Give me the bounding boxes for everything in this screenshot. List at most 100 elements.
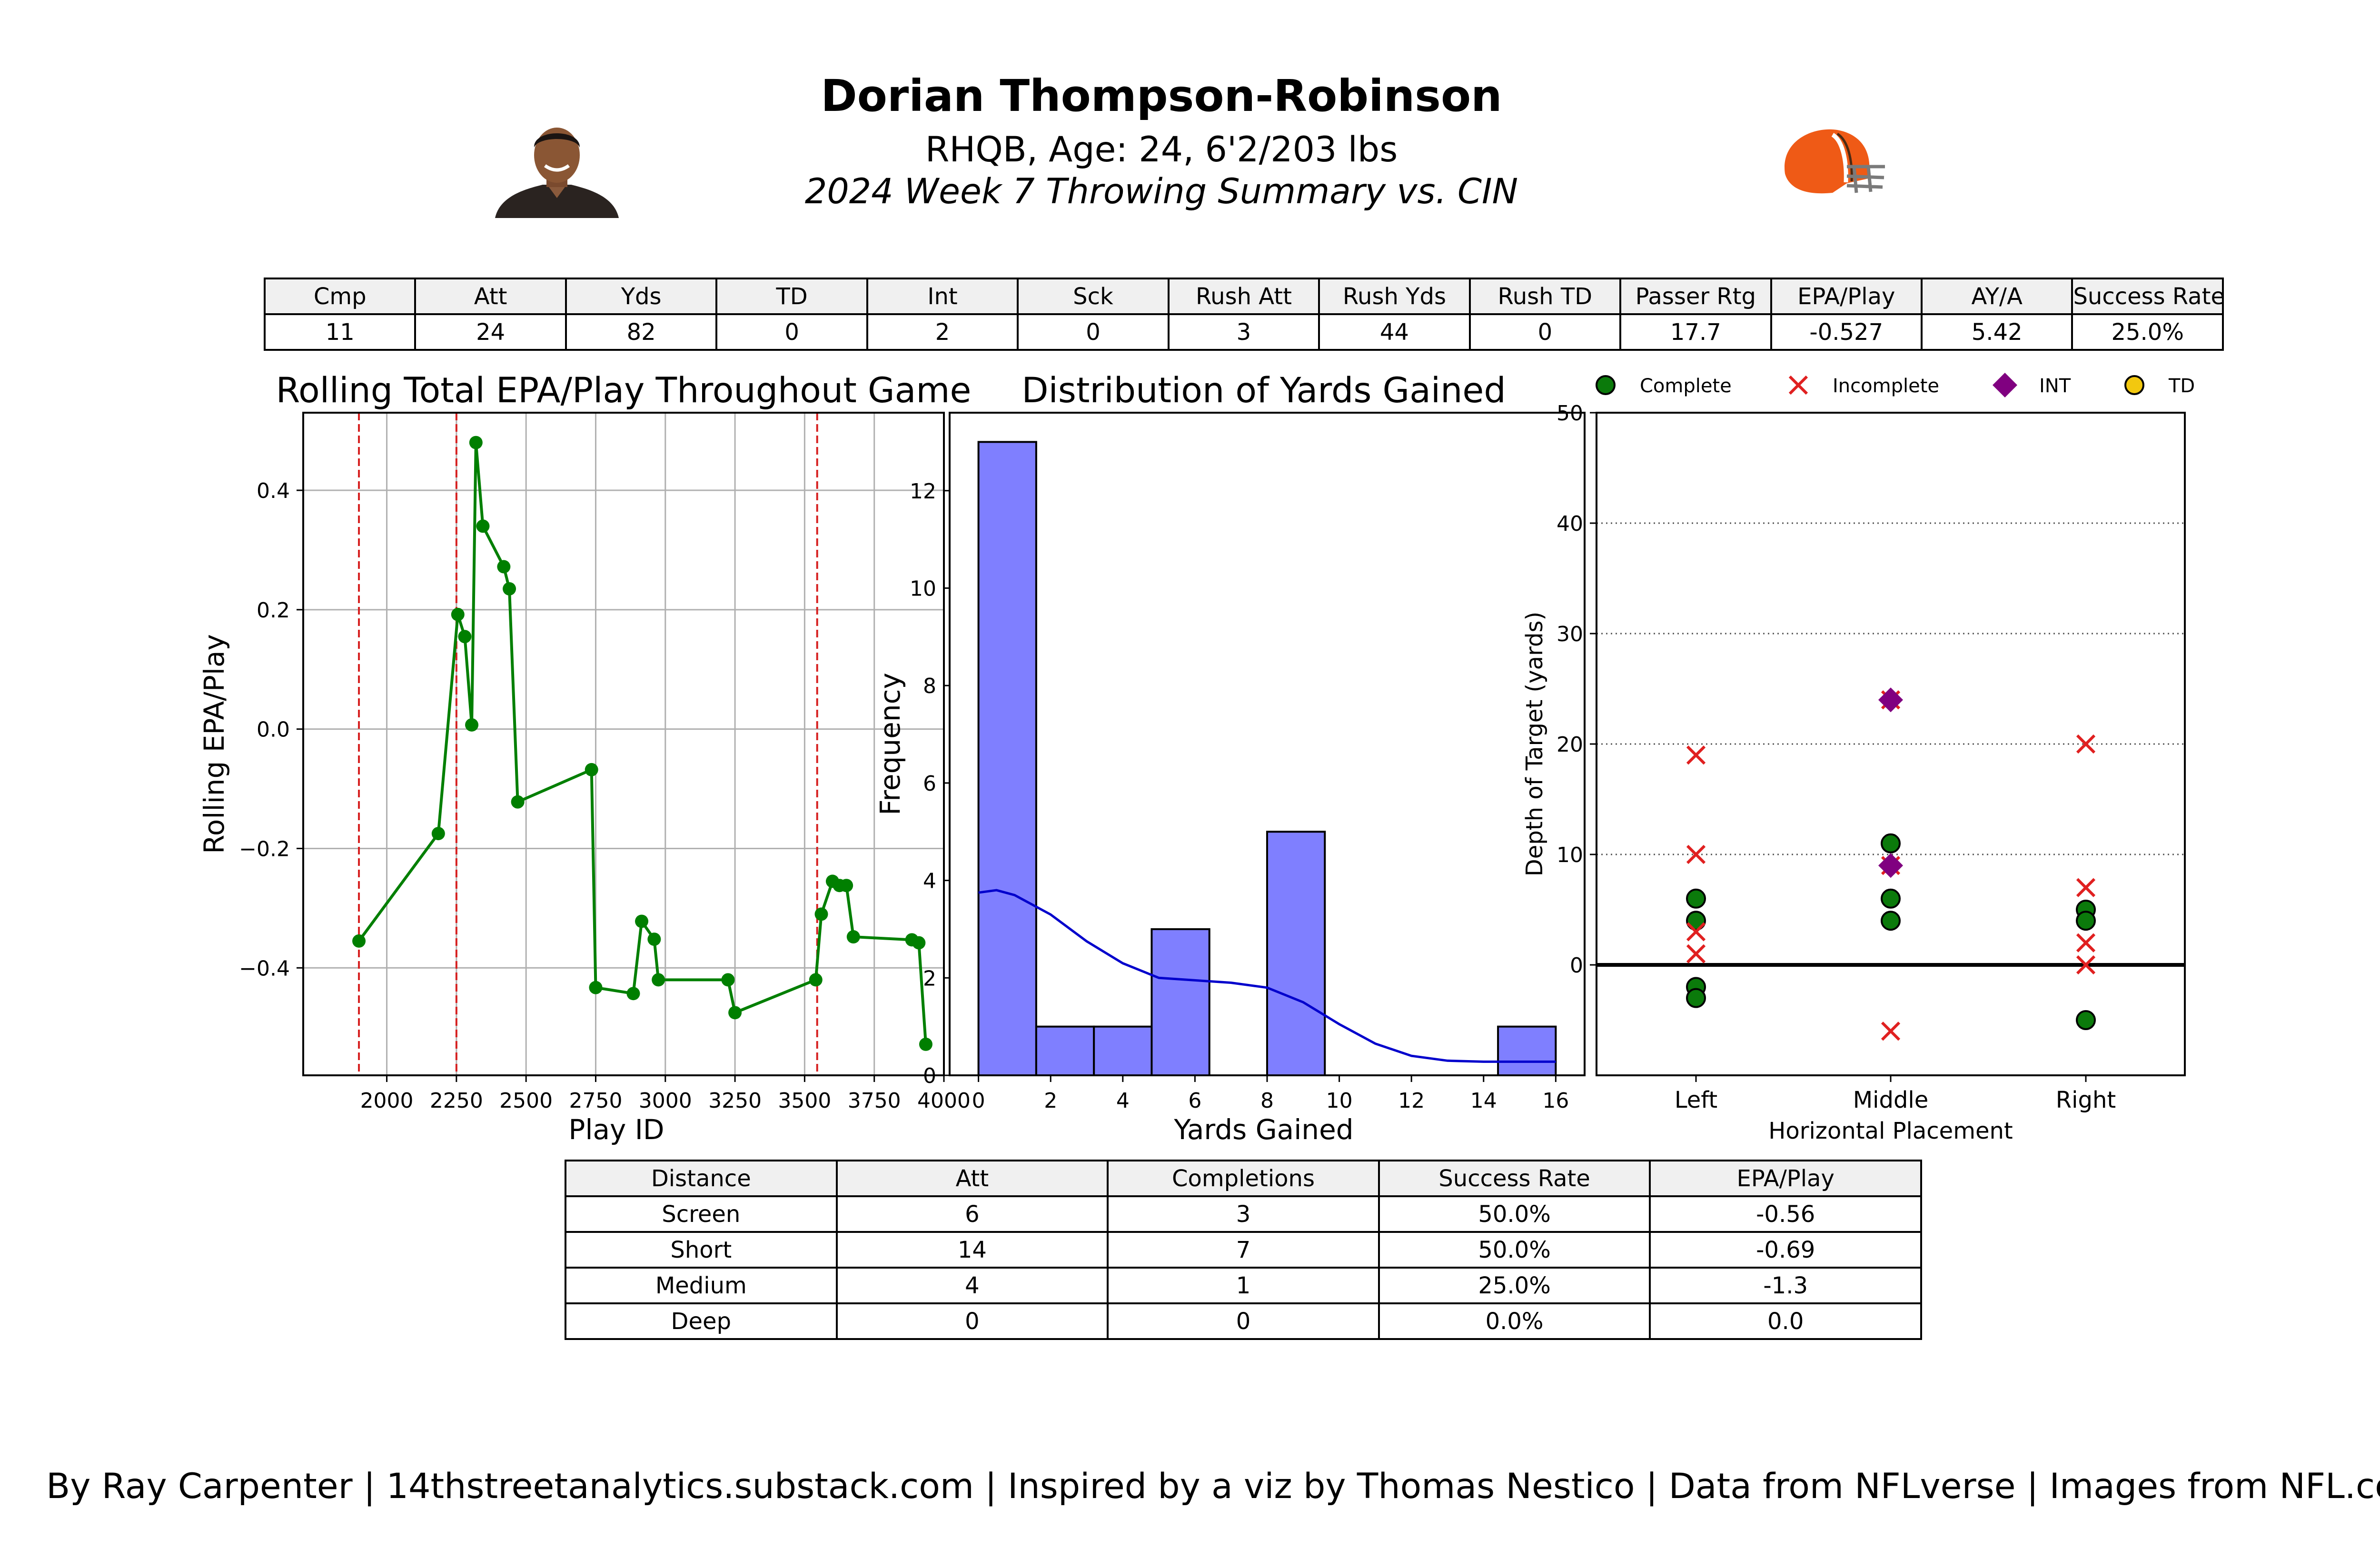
- distance-row-screen: Screen 6 3 50.0% -0.56: [565, 1195, 1922, 1233]
- scatter-point-incomplete: [1881, 1022, 1901, 1041]
- line-chart-ylabel: Rolling EPA/Play: [198, 634, 230, 854]
- histogram-xtick-label: 4: [1116, 1089, 1130, 1113]
- line-chart-point: [626, 987, 640, 1001]
- line-chart-point: [721, 973, 735, 987]
- stats-header-int: Int: [866, 278, 1019, 315]
- distance-header-success-rate: Success Rate: [1378, 1160, 1651, 1197]
- stats-header-rush-yds: Rush Yds: [1318, 278, 1471, 315]
- scatter-point-complete: [1881, 911, 1901, 931]
- line-chart-xtick-label: 2250: [430, 1089, 483, 1113]
- line-chart-point: [635, 914, 649, 928]
- legend-marker-int: [1993, 373, 2017, 397]
- line-chart-point: [840, 879, 853, 893]
- distance-cell-completions: 0: [1107, 1302, 1380, 1340]
- line-chart-xtick-label: 4000: [917, 1089, 971, 1113]
- scatter-xlabel: Horizontal Placement: [1768, 1118, 2013, 1144]
- distance-row-short: Short 14 7 50.0% -0.69: [565, 1231, 1922, 1269]
- line-chart-point: [647, 933, 661, 946]
- distance-cell-success-rate: 50.0%: [1378, 1195, 1651, 1233]
- stats-header-passer-rtg: Passer Rtg: [1619, 278, 1772, 315]
- distance-cell-att: 0: [835, 1302, 1109, 1340]
- histogram-ytick-label: 8: [923, 674, 936, 698]
- cleveland-browns-helmet-icon: [1785, 129, 1885, 194]
- histogram-xtick-label: 16: [1542, 1089, 1569, 1113]
- line-chart-xtick-label: 2750: [569, 1089, 622, 1113]
- scatter-ytick-label: 50: [1557, 401, 1583, 426]
- distance-header-completions: Completions: [1107, 1160, 1380, 1197]
- scatter-point-complete: [2076, 911, 2096, 931]
- distance-row-medium: Medium 4 1 25.0% -1.3: [565, 1267, 1922, 1304]
- line-chart-series-line: [357, 442, 927, 1044]
- line-chart-point: [846, 930, 860, 944]
- distance-cell-epa-play: 0.0: [1649, 1302, 1922, 1340]
- histogram-xtick-label: 12: [1398, 1089, 1425, 1113]
- scatter-point-int: [1878, 687, 1903, 713]
- histogram-bar: [1497, 1025, 1557, 1076]
- histogram-ytick-label: 12: [910, 479, 936, 504]
- scatter-point-incomplete: [1686, 745, 1706, 765]
- distance-header-row: Distance Att Completions Success Rate EPA/Pl…: [565, 1160, 1922, 1197]
- stats-header-success-rate: Success Rate: [2071, 278, 2224, 315]
- histogram-title: Distribution of Yards Gained: [1021, 370, 1506, 411]
- distance-cell-att: 14: [835, 1231, 1109, 1269]
- line-chart-point: [458, 630, 472, 644]
- stats-header-att: Att: [414, 278, 567, 315]
- stats-cell-epa-play: -0.527: [1770, 313, 1923, 351]
- stats-header-rush-att: Rush Att: [1167, 278, 1320, 315]
- stats-header-ay-a: AY/A: [1920, 278, 2073, 315]
- scatter-point-complete: [1686, 988, 1706, 1008]
- stats-cell-yds: 82: [565, 313, 718, 351]
- stats-header-td: TD: [715, 278, 868, 315]
- histogram-ytick-label: 2: [923, 966, 936, 991]
- line-chart-ytick-label: 0.4: [257, 479, 290, 503]
- player-bio-subtitle: RHQB, Age: 24, 6'2/203 lbs: [925, 129, 1398, 170]
- line-chart-xtick-label: 2000: [360, 1089, 414, 1113]
- line-chart-point: [589, 981, 603, 994]
- distance-cell-completions: 1: [1107, 1267, 1380, 1304]
- histogram-xtick-label: 10: [1326, 1089, 1353, 1113]
- distance-cell-distance: Medium: [565, 1267, 838, 1304]
- distance-cell-distance: Deep: [565, 1302, 838, 1340]
- histogram-bar: [1150, 928, 1210, 1076]
- histogram-bar: [1266, 831, 1326, 1077]
- stats-header-rush-td: Rush TD: [1468, 278, 1622, 315]
- scatter-point-incomplete: [2076, 878, 2096, 897]
- scatter-xtick-label-left: Left: [1675, 1087, 1717, 1113]
- stats-cell-td: 0: [715, 313, 868, 351]
- scatter-point-complete: [1686, 888, 1706, 909]
- line-chart-point: [476, 519, 490, 533]
- histogram-frame: [949, 412, 1586, 1076]
- distance-cell-success-rate: 0.0%: [1378, 1302, 1651, 1340]
- stats-cell-att: 24: [414, 313, 567, 351]
- distance-cell-epa-play: -0.69: [1649, 1231, 1922, 1269]
- line-chart-point: [465, 718, 479, 732]
- scatter-point-incomplete: [1686, 844, 1706, 864]
- line-chart-point: [497, 560, 511, 574]
- line-chart-point: [451, 607, 465, 621]
- scatter-point-int: [1878, 853, 1903, 878]
- line-chart-ytick-label: −0.4: [239, 956, 290, 981]
- line-chart-point: [585, 763, 598, 776]
- scatter-ytick-label: 40: [1557, 512, 1583, 536]
- stats-header-epa-play: EPA/Play: [1770, 278, 1923, 315]
- stats-cell-rush-att: 3: [1167, 313, 1320, 351]
- histogram-xtick-label: 8: [1260, 1089, 1274, 1113]
- game-stats-table: Cmp Att Yds TD Int Sck Rush Att Rush Yds Rush TD…: [263, 278, 2224, 351]
- scatter-ylabel: Depth of Target (yards): [1521, 612, 1548, 876]
- distance-cell-success-rate: 50.0%: [1378, 1231, 1651, 1269]
- scatter-xtick-label-middle: Middle: [1853, 1087, 1929, 1113]
- scatter-point-incomplete: [1686, 944, 1706, 963]
- line-chart-xtick-label: 3000: [639, 1089, 692, 1113]
- distance-cell-distance: Short: [565, 1231, 838, 1269]
- line-chart-title: Rolling Total EPA/Play Throughout Game: [276, 370, 972, 411]
- line-chart-xlabel: Play ID: [568, 1113, 664, 1146]
- distance-cell-distance: Screen: [565, 1195, 838, 1233]
- line-chart-xtick-label: 2500: [499, 1089, 553, 1113]
- histogram-ytick-label: 0: [923, 1064, 936, 1088]
- player-headshot-icon: [495, 128, 619, 218]
- legend-label-complete: Complete: [1640, 375, 1732, 397]
- line-chart-point: [809, 973, 823, 987]
- histogram-bar: [1093, 1025, 1153, 1076]
- stats-cell-sck: 0: [1017, 313, 1170, 351]
